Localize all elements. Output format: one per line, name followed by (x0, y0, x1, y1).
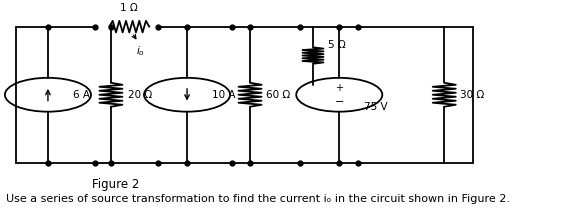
Text: 30 Ω: 30 Ω (460, 90, 484, 100)
Text: 10 A: 10 A (212, 90, 236, 100)
Text: 1 Ω: 1 Ω (121, 3, 138, 13)
Text: 75 V: 75 V (364, 102, 388, 112)
Text: Use a series of source transformation to find the current iₒ in the circuit show: Use a series of source transformation to… (6, 194, 510, 204)
Text: $i_o$: $i_o$ (136, 44, 145, 58)
Text: +: + (335, 83, 343, 93)
Text: 6 A: 6 A (73, 90, 90, 100)
Text: −: − (335, 97, 344, 107)
Text: 60 Ω: 60 Ω (266, 90, 290, 100)
Text: Figure 2: Figure 2 (93, 178, 140, 191)
Text: 20 Ω: 20 Ω (128, 90, 152, 100)
Text: 5 Ω: 5 Ω (328, 40, 346, 50)
